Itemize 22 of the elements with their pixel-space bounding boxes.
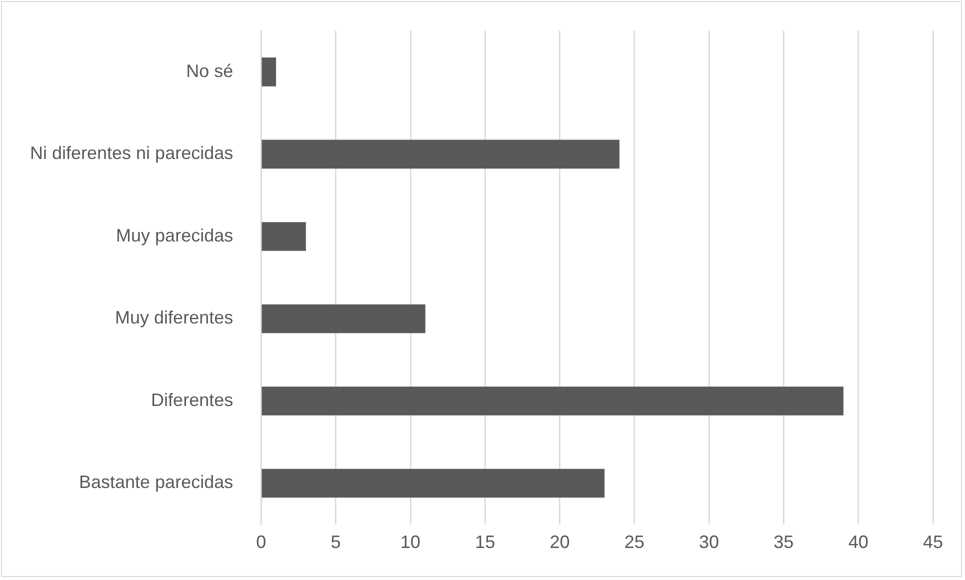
x-tick-label: 35: [774, 532, 794, 552]
y-tick-label: Ni diferentes ni parecidas: [30, 143, 234, 164]
bar: [262, 386, 844, 416]
y-tick-label: Muy parecidas: [116, 225, 234, 246]
y-tick-label: Diferentes: [151, 390, 234, 410]
bar: [262, 304, 426, 334]
bar: [262, 222, 306, 251]
x-tick-label: 25: [624, 532, 644, 552]
x-tick-label: 15: [475, 532, 496, 552]
x-tick-label: 30: [699, 532, 720, 552]
x-tick-label: 40: [848, 532, 868, 552]
bar: [262, 58, 276, 86]
y-tick-label: Bastante parecidas: [78, 472, 234, 492]
bar: [262, 140, 620, 169]
x-tick-label: 10: [400, 532, 420, 552]
y-tick-label: No sé: [186, 60, 234, 81]
x-tick-label: 20: [550, 532, 570, 552]
bar: [262, 468, 605, 498]
x-tick-label: 0: [256, 532, 266, 552]
x-tick-label: 5: [330, 532, 341, 552]
y-tick-label: Muy diferentes: [115, 308, 234, 328]
x-tick-label: 45: [922, 532, 944, 552]
